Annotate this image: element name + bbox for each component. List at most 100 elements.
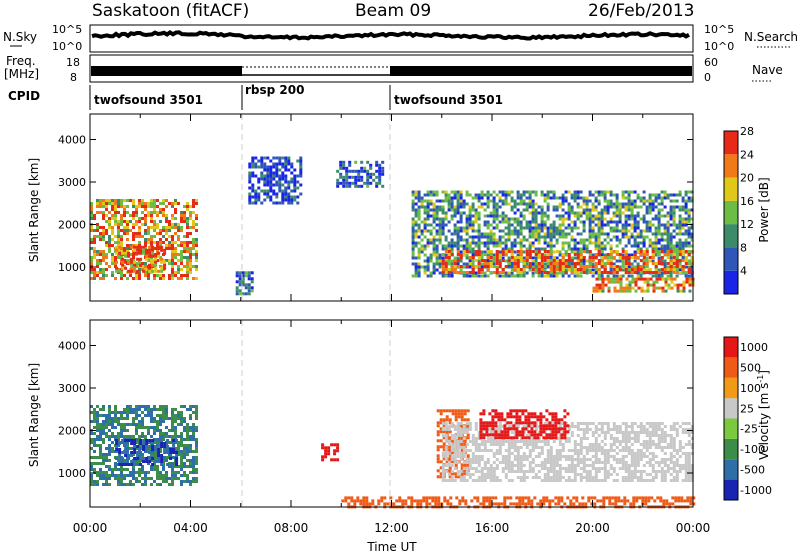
data-cell xyxy=(537,229,541,233)
data-cell xyxy=(591,479,595,482)
data-cell xyxy=(272,201,276,205)
data-cell xyxy=(537,247,541,251)
data-cell xyxy=(445,430,449,434)
data-cell xyxy=(281,195,285,199)
data-cell xyxy=(606,208,610,212)
data-cell xyxy=(462,271,466,274)
data-cell xyxy=(235,280,239,284)
data-cell xyxy=(633,220,637,224)
data-cell xyxy=(460,424,464,428)
data-cell xyxy=(183,211,186,214)
data-cell xyxy=(165,214,168,217)
data-cell xyxy=(435,205,439,209)
data-cell xyxy=(174,417,177,420)
data-cell xyxy=(186,480,189,483)
data-cell xyxy=(570,434,574,437)
data-cell xyxy=(579,259,583,262)
data-cell xyxy=(591,232,595,236)
data-cell xyxy=(147,447,150,450)
data-cell xyxy=(135,423,138,426)
data-cell xyxy=(664,283,668,287)
data-cell xyxy=(321,446,325,450)
data-cell xyxy=(582,256,586,259)
data-cell xyxy=(114,217,117,220)
data-cell xyxy=(636,220,640,224)
data-cell xyxy=(567,476,571,479)
data-cell xyxy=(126,405,129,408)
data-cell xyxy=(667,277,671,281)
data-cell xyxy=(120,220,123,223)
data-cell xyxy=(435,223,439,227)
data-cell xyxy=(135,274,138,277)
data-region xyxy=(592,277,695,293)
data-cell xyxy=(462,247,466,251)
data-cell xyxy=(132,217,135,220)
data-cell xyxy=(576,452,580,455)
data-cell xyxy=(531,437,535,440)
data-cell xyxy=(330,458,334,462)
data-cell xyxy=(552,265,556,268)
data-cell xyxy=(244,274,248,278)
data-cell xyxy=(417,199,421,203)
data-cell xyxy=(111,274,114,277)
data-cell xyxy=(453,223,457,227)
data-cell xyxy=(299,165,303,169)
data-cell xyxy=(609,259,613,262)
data-cell xyxy=(624,217,628,221)
data-cell xyxy=(157,269,161,273)
data-cell xyxy=(120,417,123,420)
data-cell xyxy=(594,467,598,470)
data-cell xyxy=(666,271,670,274)
data-cell xyxy=(603,470,607,473)
data-cell xyxy=(471,250,475,254)
data-cell xyxy=(414,241,418,245)
data-cell xyxy=(558,449,562,452)
data-cell xyxy=(492,202,496,206)
data-cell xyxy=(333,443,337,447)
data-cell xyxy=(144,244,147,247)
data-cell xyxy=(540,190,544,194)
data-cell xyxy=(117,444,120,447)
data-cell xyxy=(96,253,99,256)
data-cell xyxy=(588,265,592,268)
data-cell xyxy=(248,192,252,196)
data-cell xyxy=(436,430,440,434)
data-cell xyxy=(579,253,583,256)
data-cell xyxy=(151,245,155,249)
data-cell xyxy=(151,451,155,454)
data-cell xyxy=(324,449,328,453)
data-cell xyxy=(180,441,183,444)
data-cell xyxy=(121,257,125,261)
data-cell xyxy=(417,268,421,272)
data-cell xyxy=(645,220,649,224)
data-cell xyxy=(195,214,198,217)
data-cell xyxy=(567,253,571,256)
data-cell xyxy=(552,244,556,248)
data-cell xyxy=(144,405,147,408)
data-cell xyxy=(296,180,300,184)
data-cell xyxy=(438,241,442,245)
data-cell xyxy=(465,214,469,218)
data-cell xyxy=(552,259,556,262)
data-cell xyxy=(189,211,192,214)
data-cell xyxy=(682,286,686,290)
data-cell xyxy=(489,235,493,239)
data-cell xyxy=(643,280,647,284)
data-cell xyxy=(189,253,192,256)
data-cell xyxy=(525,458,529,461)
data-cell xyxy=(591,271,595,274)
data-cell xyxy=(669,223,673,227)
data-cell xyxy=(153,465,156,468)
data-cell xyxy=(651,223,655,227)
data-cell xyxy=(591,464,595,467)
data-cell xyxy=(576,455,580,458)
data-cell xyxy=(183,474,186,477)
data-cell xyxy=(93,426,96,429)
data-cell xyxy=(333,449,337,453)
data-cell xyxy=(165,199,168,202)
data-cell xyxy=(477,226,481,230)
data-cell xyxy=(627,205,631,209)
data-cell xyxy=(498,256,502,259)
data-cell xyxy=(162,214,165,217)
data-cell xyxy=(180,468,183,471)
